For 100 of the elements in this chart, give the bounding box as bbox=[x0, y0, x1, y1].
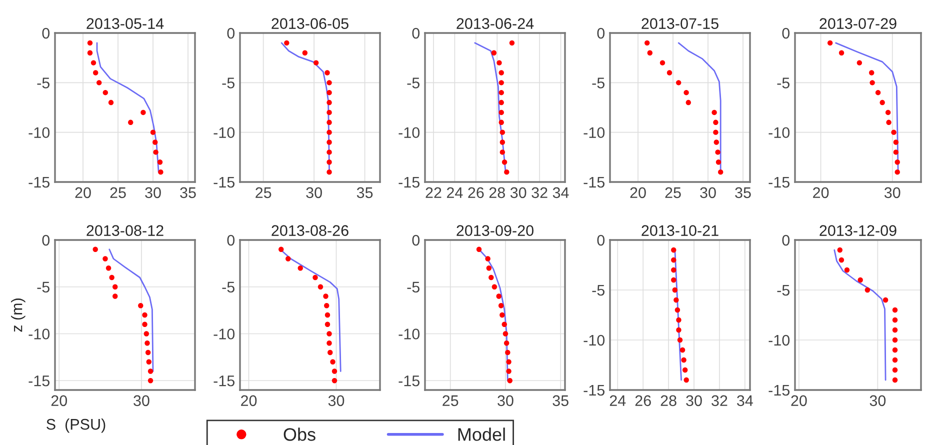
legend-label: Obs bbox=[284, 428, 316, 441]
x-tick-label: 25 bbox=[110, 187, 126, 198]
line-series bbox=[834, 249, 886, 381]
chart-title: 2013-09-20 bbox=[456, 225, 534, 236]
point bbox=[875, 90, 881, 96]
point bbox=[660, 60, 666, 66]
point bbox=[682, 367, 688, 373]
point bbox=[486, 266, 492, 271]
point bbox=[157, 160, 163, 165]
point bbox=[150, 130, 156, 135]
point bbox=[302, 50, 308, 56]
y-tick-label: 0 bbox=[227, 28, 235, 39]
x-tick-label: 35 bbox=[356, 187, 373, 198]
point bbox=[138, 303, 144, 308]
point bbox=[671, 257, 676, 263]
point bbox=[502, 160, 508, 165]
y-tick-label: 0 bbox=[782, 28, 790, 39]
x-tick-label: 28 bbox=[489, 187, 505, 198]
point bbox=[684, 90, 689, 96]
point bbox=[713, 130, 718, 135]
point bbox=[298, 266, 303, 271]
y-tick-label: 0 bbox=[782, 234, 790, 246]
x-tick-label: 26 bbox=[468, 187, 484, 198]
point bbox=[102, 90, 108, 96]
point bbox=[278, 246, 284, 252]
point bbox=[892, 367, 898, 373]
point bbox=[332, 368, 338, 374]
point bbox=[326, 160, 332, 165]
point bbox=[676, 327, 682, 333]
point bbox=[326, 169, 332, 175]
point bbox=[324, 312, 330, 318]
point bbox=[506, 359, 512, 364]
point bbox=[144, 340, 150, 346]
y-axis-title: z (m) bbox=[11, 298, 26, 332]
point bbox=[87, 40, 93, 46]
point bbox=[892, 307, 898, 313]
x-tick-label: 24 bbox=[446, 187, 463, 198]
point bbox=[672, 287, 678, 293]
y-tick-label: 0 bbox=[597, 28, 605, 39]
x-tick-label: 30 bbox=[145, 187, 161, 198]
y-tick-label: -5 bbox=[592, 285, 604, 296]
y-tick-label: -5 bbox=[222, 282, 234, 293]
chart-title: 2013-06-24 bbox=[456, 18, 534, 29]
point bbox=[500, 140, 506, 145]
x-tick-label: 35 bbox=[552, 395, 568, 406]
x-tick-label: 30 bbox=[686, 395, 702, 406]
point bbox=[330, 359, 336, 364]
point bbox=[284, 40, 290, 46]
point bbox=[844, 267, 850, 273]
chart-title: 2013-12-09 bbox=[820, 225, 896, 236]
y-tick-label: -15 bbox=[398, 177, 420, 188]
point bbox=[318, 284, 324, 290]
point bbox=[326, 140, 332, 145]
point bbox=[838, 257, 844, 263]
chart-title: 2013-06-05 bbox=[272, 18, 348, 29]
x-tick-label: 25 bbox=[256, 187, 272, 198]
point bbox=[148, 368, 154, 374]
y-tick-label: 0 bbox=[412, 28, 420, 39]
point bbox=[328, 350, 333, 356]
chart-title: 2013-08-12 bbox=[86, 225, 164, 236]
point bbox=[507, 378, 512, 384]
point bbox=[146, 359, 152, 364]
y-tick-label: 0 bbox=[597, 234, 605, 246]
point bbox=[326, 150, 332, 155]
point bbox=[109, 274, 114, 280]
y-tick-label: -15 bbox=[28, 376, 50, 386]
point bbox=[158, 169, 164, 175]
point bbox=[504, 169, 510, 175]
x-tick-label: 20 bbox=[241, 395, 257, 406]
x-tick-label: 34 bbox=[552, 187, 569, 198]
y-tick-label: -10 bbox=[398, 328, 420, 340]
point bbox=[140, 110, 146, 116]
y-tick-label: 0 bbox=[227, 234, 235, 246]
point bbox=[313, 60, 319, 66]
chart-title: 2013-07-29 bbox=[820, 18, 896, 29]
point bbox=[148, 378, 154, 384]
point bbox=[894, 160, 900, 165]
point bbox=[498, 90, 504, 96]
x-tick-label: 25 bbox=[665, 187, 681, 198]
y-tick-label: -15 bbox=[584, 385, 604, 396]
x-tick-label: 24 bbox=[610, 395, 626, 406]
point bbox=[886, 120, 892, 125]
point bbox=[892, 337, 898, 343]
point bbox=[892, 317, 898, 323]
point bbox=[326, 100, 332, 106]
point bbox=[492, 284, 498, 290]
y-tick-label: -10 bbox=[398, 127, 420, 138]
point bbox=[869, 70, 874, 76]
point bbox=[892, 327, 898, 333]
y-tick-label: -10 bbox=[768, 334, 790, 346]
point bbox=[837, 247, 842, 253]
y-tick-label: -5 bbox=[407, 78, 420, 88]
point bbox=[676, 80, 682, 86]
point bbox=[87, 50, 93, 56]
y-tick-label: -10 bbox=[214, 127, 235, 138]
point bbox=[891, 130, 896, 135]
point bbox=[112, 294, 118, 299]
y-tick-label: -5 bbox=[37, 78, 50, 88]
x-tick-label: 30 bbox=[884, 187, 900, 198]
y-tick-label: -15 bbox=[768, 385, 790, 396]
